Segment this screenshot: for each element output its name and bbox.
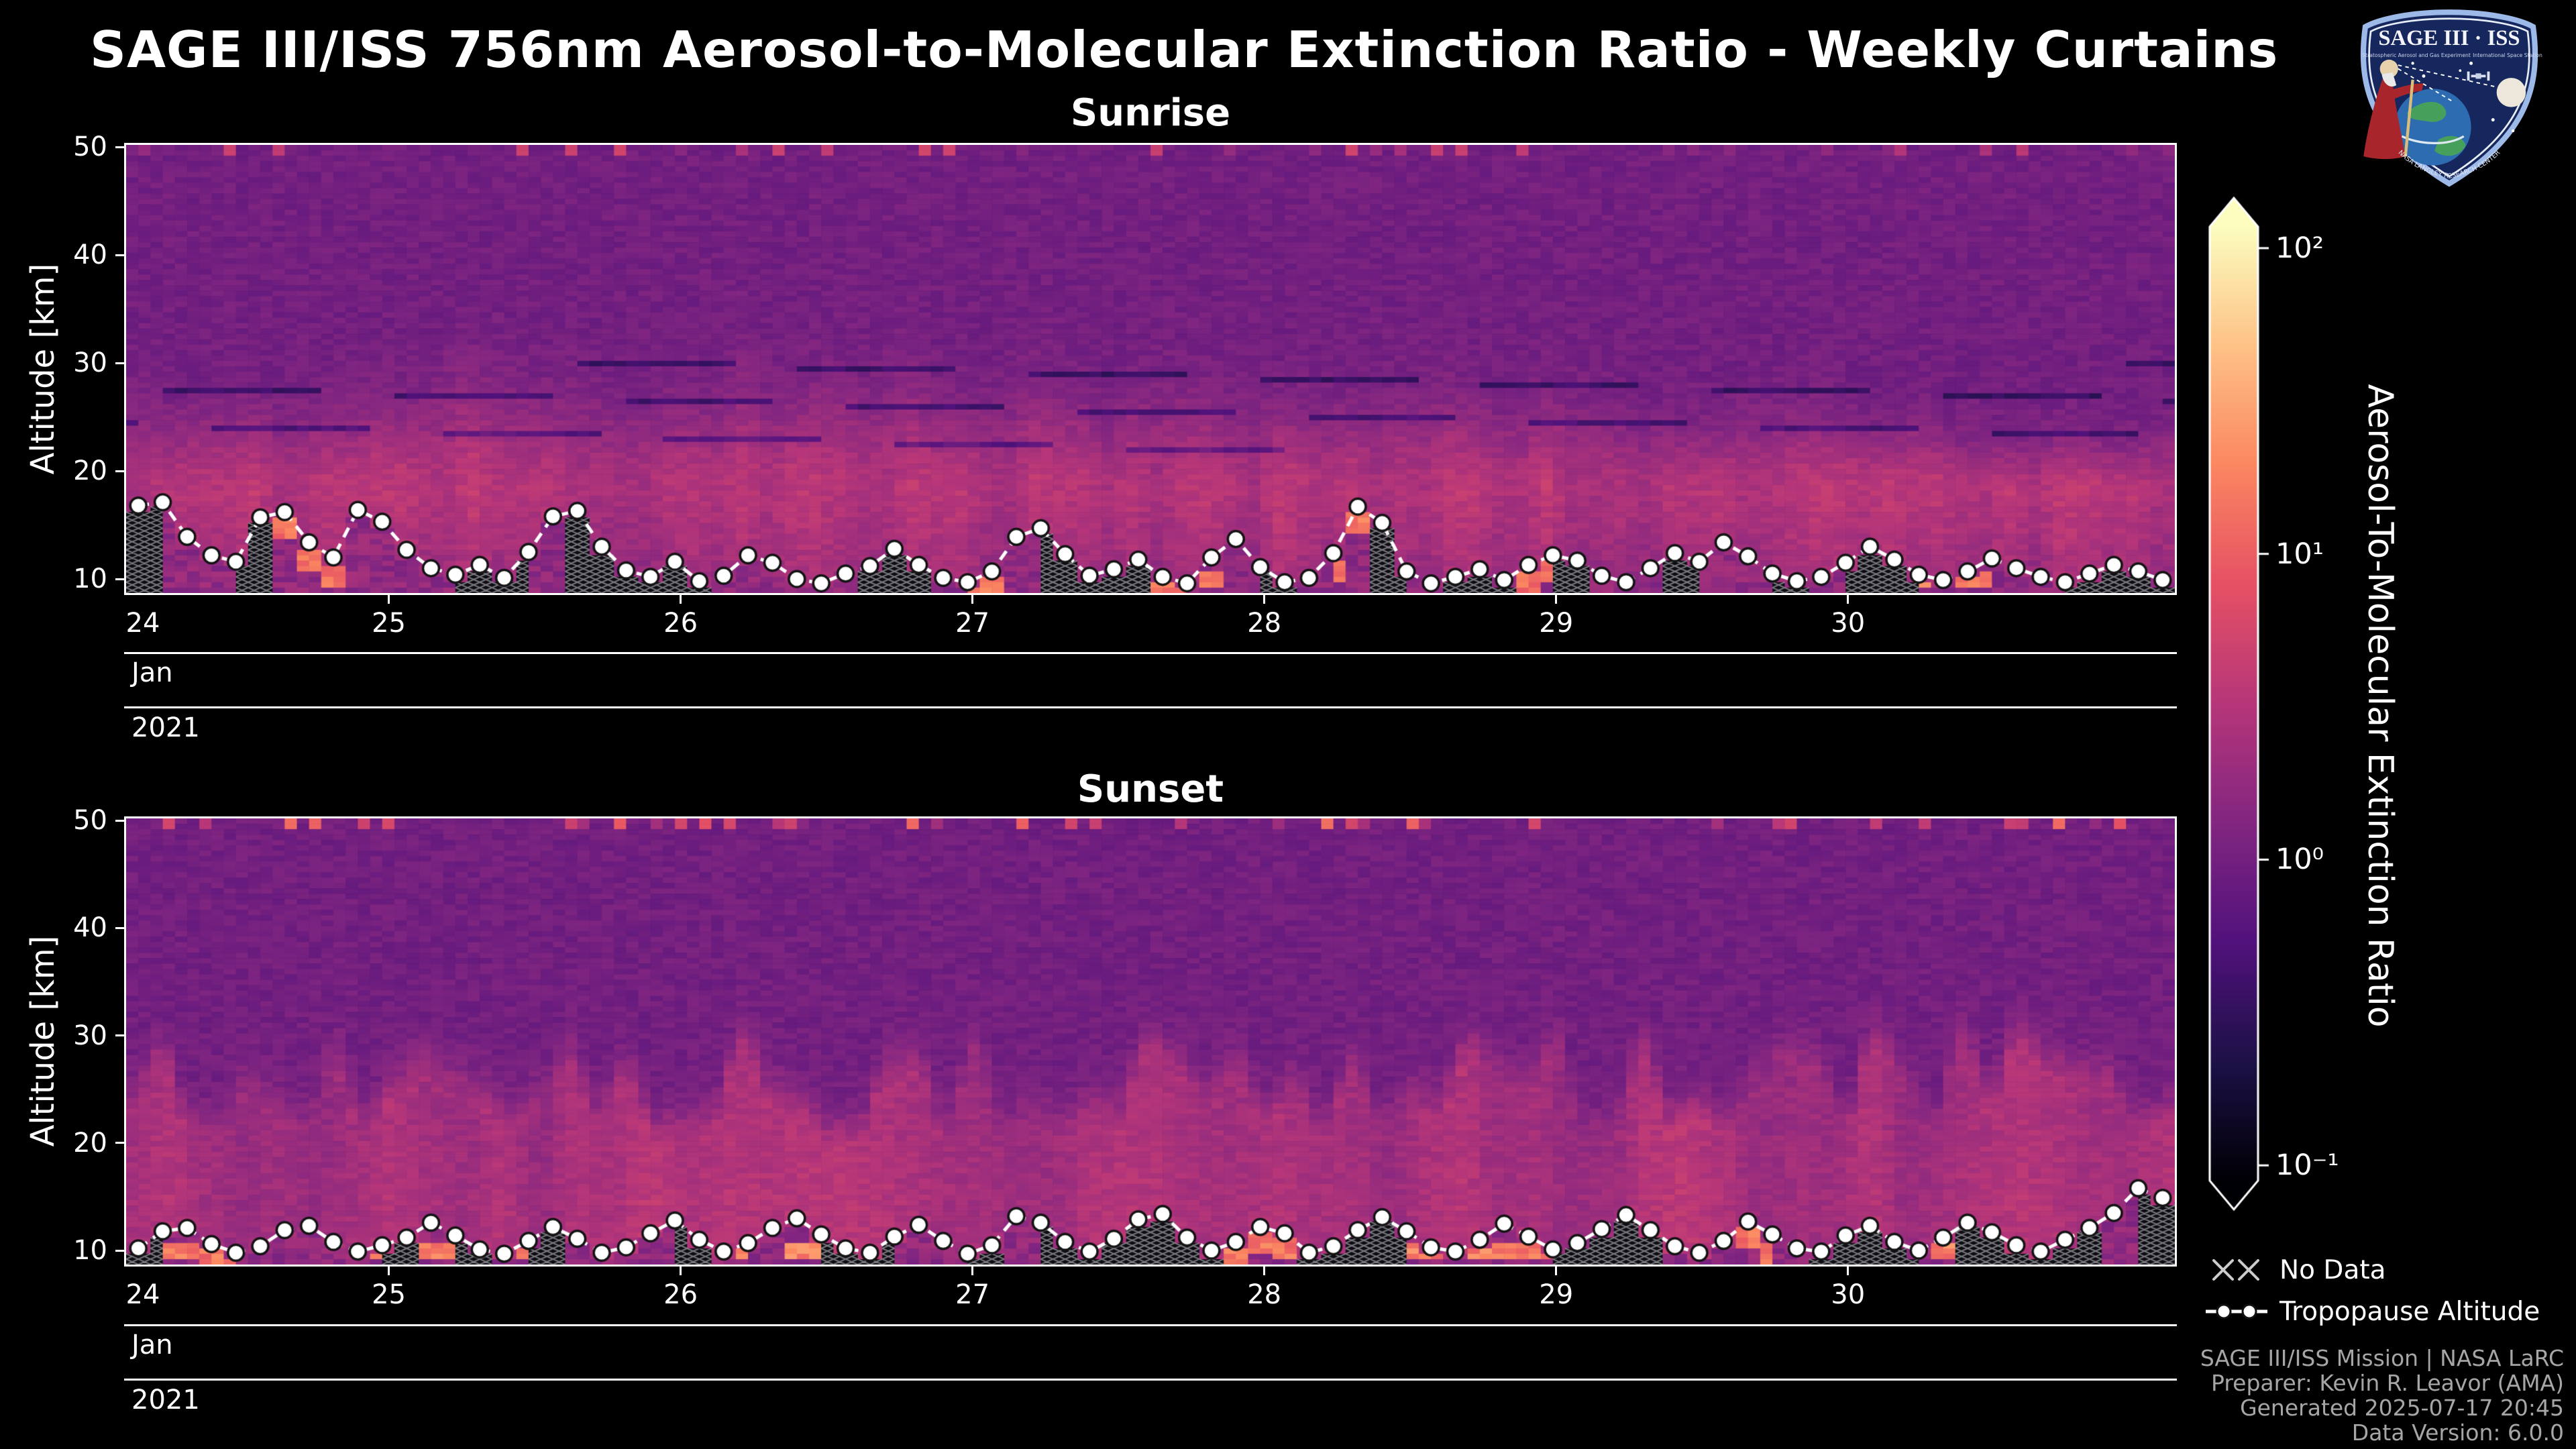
y-tick-label: 40 <box>73 912 107 944</box>
y-tick-label: 50 <box>73 131 107 163</box>
star-icons <box>2411 61 2515 133</box>
legend-item-no-data: No Data <box>2204 1254 2386 1286</box>
x-tick-label: 26 <box>663 1279 698 1310</box>
y-tick-mark <box>115 470 126 472</box>
x-tick-mark <box>680 593 682 604</box>
x-tick-mark <box>1847 1265 1849 1275</box>
legend-item-tropopause: Tropopause Altitude <box>2204 1295 2540 1328</box>
x-tick-mark <box>1263 1265 1266 1275</box>
axis-separator-line <box>124 706 2177 708</box>
page-title: SAGE III/ISS 756nm Aerosol-to-Molecular … <box>90 20 2279 79</box>
x-tick-mark <box>971 593 974 604</box>
x-tick-label: 25 <box>372 608 406 639</box>
footer-line-generated: Generated 2025-07-17 20:45 <box>2240 1395 2564 1421</box>
logo-subtitle-right: International Space Station <box>2473 52 2542 58</box>
x-tick-mark <box>1263 593 1266 604</box>
y-tick-label: 20 <box>73 455 107 487</box>
y-tick-mark <box>115 578 126 580</box>
heatmap-canvas-sunset <box>126 818 2175 1265</box>
colorbar-label: Aerosol-To-Molecular Extinction Ratio <box>2360 384 2400 1028</box>
y-tick-label: 10 <box>73 564 107 595</box>
axis-separator-line <box>124 652 2177 654</box>
y-tick-mark <box>115 146 126 148</box>
legend-tropopause-label: Tropopause Altitude <box>2279 1296 2540 1327</box>
sage-iss-logo: SAGE III · ISS Stratospheric Aerosol and… <box>2360 9 2542 187</box>
colorbar-tick-label: 10⁻¹ <box>2275 1148 2339 1183</box>
earth-land <box>2407 101 2447 122</box>
wizard-figure <box>2363 59 2424 160</box>
y-tick-mark <box>115 926 126 929</box>
x-tick-label: 28 <box>1247 1279 1282 1310</box>
y-tick-mark <box>115 1034 126 1037</box>
moon-icon <box>2496 78 2526 107</box>
y-tick-mark <box>115 1249 126 1252</box>
x-tick-label: 30 <box>1831 1279 1866 1310</box>
footer-line-mission: SAGE III/ISS Mission | NASA LaRC <box>2200 1345 2564 1371</box>
x-axis-month-sunset: Jan <box>131 1330 173 1360</box>
x-tick-label: 29 <box>1539 608 1574 639</box>
legend-no-data-label: No Data <box>2279 1254 2386 1285</box>
y-tick-label: 10 <box>73 1235 107 1267</box>
y-tick-label: 20 <box>73 1127 107 1159</box>
y-tick-label: 50 <box>73 805 107 837</box>
x-tick-label: 27 <box>955 608 990 639</box>
x-axis-year-sunset: 2021 <box>131 1385 200 1415</box>
x-tick-mark <box>1847 593 1849 604</box>
x-tick-label: 25 <box>372 1279 406 1310</box>
x-tick-mark <box>388 1265 390 1275</box>
y-tick-mark <box>115 254 126 256</box>
tropopause-marker-icon <box>2206 1303 2267 1320</box>
observation-beams <box>2398 64 2497 103</box>
x-tick-mark <box>1555 1265 1558 1275</box>
y-tick-label: 30 <box>73 347 107 379</box>
footer-line-preparer: Preparer: Kevin R. Leavor (AMA) <box>2211 1370 2564 1396</box>
colorbar <box>2208 196 2289 1212</box>
x-axis-year-sunrise: 2021 <box>131 712 200 743</box>
panel-title-sunset: Sunset <box>1077 767 1224 811</box>
logo-subtitle-left: Stratospheric Aerosol and Gas Experiment <box>2362 52 2471 58</box>
y-axis-label-sunset: Altitude [km] <box>24 935 62 1147</box>
x-axis-month-sunrise: Jan <box>131 657 173 688</box>
footer-credits: SAGE III/ISS Mission | NASA LaRC Prepare… <box>2200 1346 2564 1445</box>
x-tick-label: 27 <box>955 1279 990 1310</box>
x-tick-mark <box>971 1265 974 1275</box>
x-tick-mark <box>680 1265 682 1275</box>
y-tick-mark <box>115 362 126 364</box>
y-tick-label: 40 <box>73 239 107 271</box>
earth-land <box>2434 136 2466 156</box>
axis-separator-line <box>124 1379 2177 1381</box>
x-tick-label: 29 <box>1539 1279 1574 1310</box>
footer-line-version: Data Version: 6.0.0 <box>2351 1419 2564 1446</box>
heatmap-canvas-sunrise <box>126 145 2175 593</box>
x-tick-label: 24 <box>125 1279 160 1310</box>
colorbar-tick-label: 10² <box>2275 231 2324 265</box>
axis-separator-line <box>124 1324 2177 1326</box>
heatmap-panel-sunset: 10 20 30 40 50 24 25 26 27 28 29 30 <box>73 805 2177 1310</box>
y-tick-mark <box>115 1142 126 1144</box>
y-tick-mark <box>115 819 126 822</box>
y-axis-label-sunrise: Altitude [km] <box>24 263 62 475</box>
x-tick-label: 30 <box>1831 608 1866 639</box>
logo-inner-ring <box>2368 17 2530 178</box>
colorbar-tick-label: 10¹ <box>2275 537 2324 571</box>
no-data-hatch-icon <box>2212 1259 2259 1281</box>
panel-title-sunrise: Sunrise <box>1070 91 1231 135</box>
x-tick-mark <box>388 593 390 604</box>
x-tick-label: 24 <box>125 608 160 639</box>
colorbar-tick-label: 10⁰ <box>2275 843 2324 877</box>
iss-icon <box>2467 71 2490 81</box>
colorbar-canvas <box>2208 196 2289 1212</box>
y-tick-label: 30 <box>73 1020 107 1051</box>
x-tick-mark <box>1555 593 1558 604</box>
x-tick-label: 28 <box>1247 608 1282 639</box>
heatmap-panel-sunrise: 10 20 30 40 50 24 25 26 27 28 29 30 <box>73 131 2177 639</box>
x-tick-label: 26 <box>663 608 698 639</box>
logo-title: SAGE III · ISS <box>2378 26 2520 50</box>
